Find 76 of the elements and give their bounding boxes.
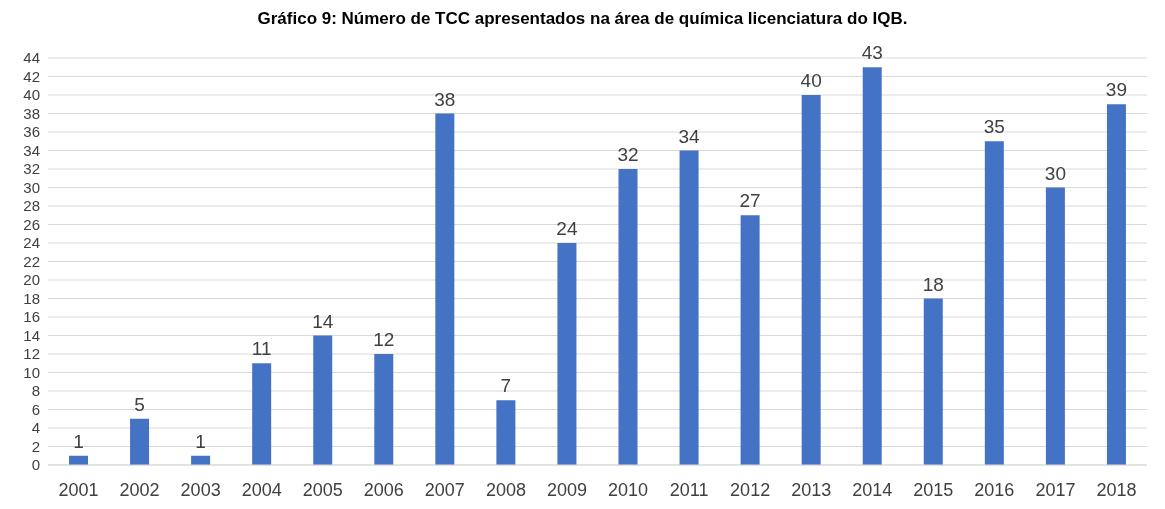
data-label: 35 bbox=[983, 116, 1005, 138]
x-tick-label: 2003 bbox=[180, 479, 221, 500]
x-tick-label: 2009 bbox=[546, 479, 587, 500]
data-label: 7 bbox=[500, 375, 512, 397]
bar bbox=[557, 243, 577, 465]
x-tick-label: 2018 bbox=[1096, 479, 1137, 500]
data-label: 43 bbox=[861, 42, 883, 64]
y-tick-label: 22 bbox=[23, 252, 40, 270]
data-label: 24 bbox=[556, 218, 578, 239]
bar bbox=[252, 363, 272, 465]
bar bbox=[801, 95, 821, 465]
y-tick-label: 8 bbox=[31, 382, 40, 400]
bar bbox=[313, 335, 333, 465]
data-label: 39 bbox=[1105, 79, 1128, 101]
x-tick-label: 2002 bbox=[119, 479, 160, 500]
data-label: 27 bbox=[739, 190, 761, 212]
y-tick-label: 6 bbox=[31, 400, 40, 418]
chart-title: Gráfico 9: Número de TCC apresentados na área de química licenciatura do IQB. bbox=[256, 8, 909, 30]
x-tick-label: 2014 bbox=[852, 479, 893, 500]
x-tick-label: 2017 bbox=[1035, 479, 1076, 500]
y-tick-label: 0 bbox=[31, 456, 40, 474]
y-tick-label: 2 bbox=[31, 437, 40, 455]
data-label: 1 bbox=[195, 430, 206, 452]
data-label: 12 bbox=[373, 329, 395, 350]
y-tick-label: 4 bbox=[31, 419, 40, 437]
y-tick-label: 16 bbox=[23, 308, 40, 326]
data-label: 30 bbox=[1044, 162, 1066, 184]
y-tick-label: 26 bbox=[23, 215, 40, 233]
y-tick-label: 34 bbox=[23, 141, 40, 159]
bar bbox=[618, 169, 638, 465]
data-label: 1 bbox=[73, 430, 84, 452]
bar bbox=[496, 400, 516, 465]
x-tick-label: 2016 bbox=[974, 479, 1015, 500]
bar bbox=[1106, 104, 1126, 465]
y-tick-label: 10 bbox=[23, 363, 40, 381]
data-label: 5 bbox=[134, 393, 145, 415]
y-tick-label: 36 bbox=[23, 123, 40, 141]
bar bbox=[862, 67, 882, 465]
data-label: 34 bbox=[678, 125, 701, 147]
y-tick-label: 32 bbox=[23, 160, 40, 178]
bar bbox=[984, 141, 1004, 465]
x-tick-label: 2007 bbox=[424, 479, 465, 500]
y-tick-label: 30 bbox=[23, 178, 40, 196]
y-tick-label: 38 bbox=[23, 104, 40, 122]
y-tick-label: 40 bbox=[23, 86, 40, 104]
x-tick-label: 2005 bbox=[302, 479, 343, 500]
data-label: 18 bbox=[922, 273, 944, 295]
bar bbox=[740, 215, 760, 465]
y-tick-label: 20 bbox=[23, 271, 40, 289]
y-tick-label: 18 bbox=[23, 289, 40, 307]
x-tick-label: 2010 bbox=[608, 479, 649, 500]
y-tick-label: 14 bbox=[23, 326, 40, 344]
y-tick-label: 28 bbox=[23, 197, 40, 215]
x-tick-label: 2015 bbox=[913, 479, 954, 500]
x-tick-label: 2004 bbox=[241, 479, 282, 500]
bar bbox=[923, 298, 943, 465]
y-tick-label: 42 bbox=[23, 67, 40, 85]
bar bbox=[679, 150, 699, 465]
bar bbox=[130, 418, 150, 465]
data-label: 32 bbox=[617, 144, 639, 165]
x-tick-label: 2011 bbox=[669, 479, 709, 500]
data-label: 11 bbox=[251, 338, 272, 360]
x-tick-label: 2008 bbox=[485, 479, 526, 500]
x-tick-label: 2006 bbox=[363, 479, 404, 500]
x-tick-label: 2012 bbox=[730, 479, 771, 500]
data-label: 40 bbox=[800, 70, 822, 91]
data-label: 14 bbox=[312, 310, 334, 332]
y-tick-label: 12 bbox=[23, 345, 40, 363]
bar bbox=[1045, 187, 1065, 465]
y-tick-label: 44 bbox=[23, 49, 40, 67]
data-label: 38 bbox=[434, 88, 456, 110]
bar bbox=[374, 354, 394, 465]
x-tick-label: 2001 bbox=[58, 479, 99, 500]
x-tick-label: 2013 bbox=[791, 479, 832, 500]
y-tick-label: 24 bbox=[23, 234, 40, 252]
bar bbox=[435, 113, 455, 465]
